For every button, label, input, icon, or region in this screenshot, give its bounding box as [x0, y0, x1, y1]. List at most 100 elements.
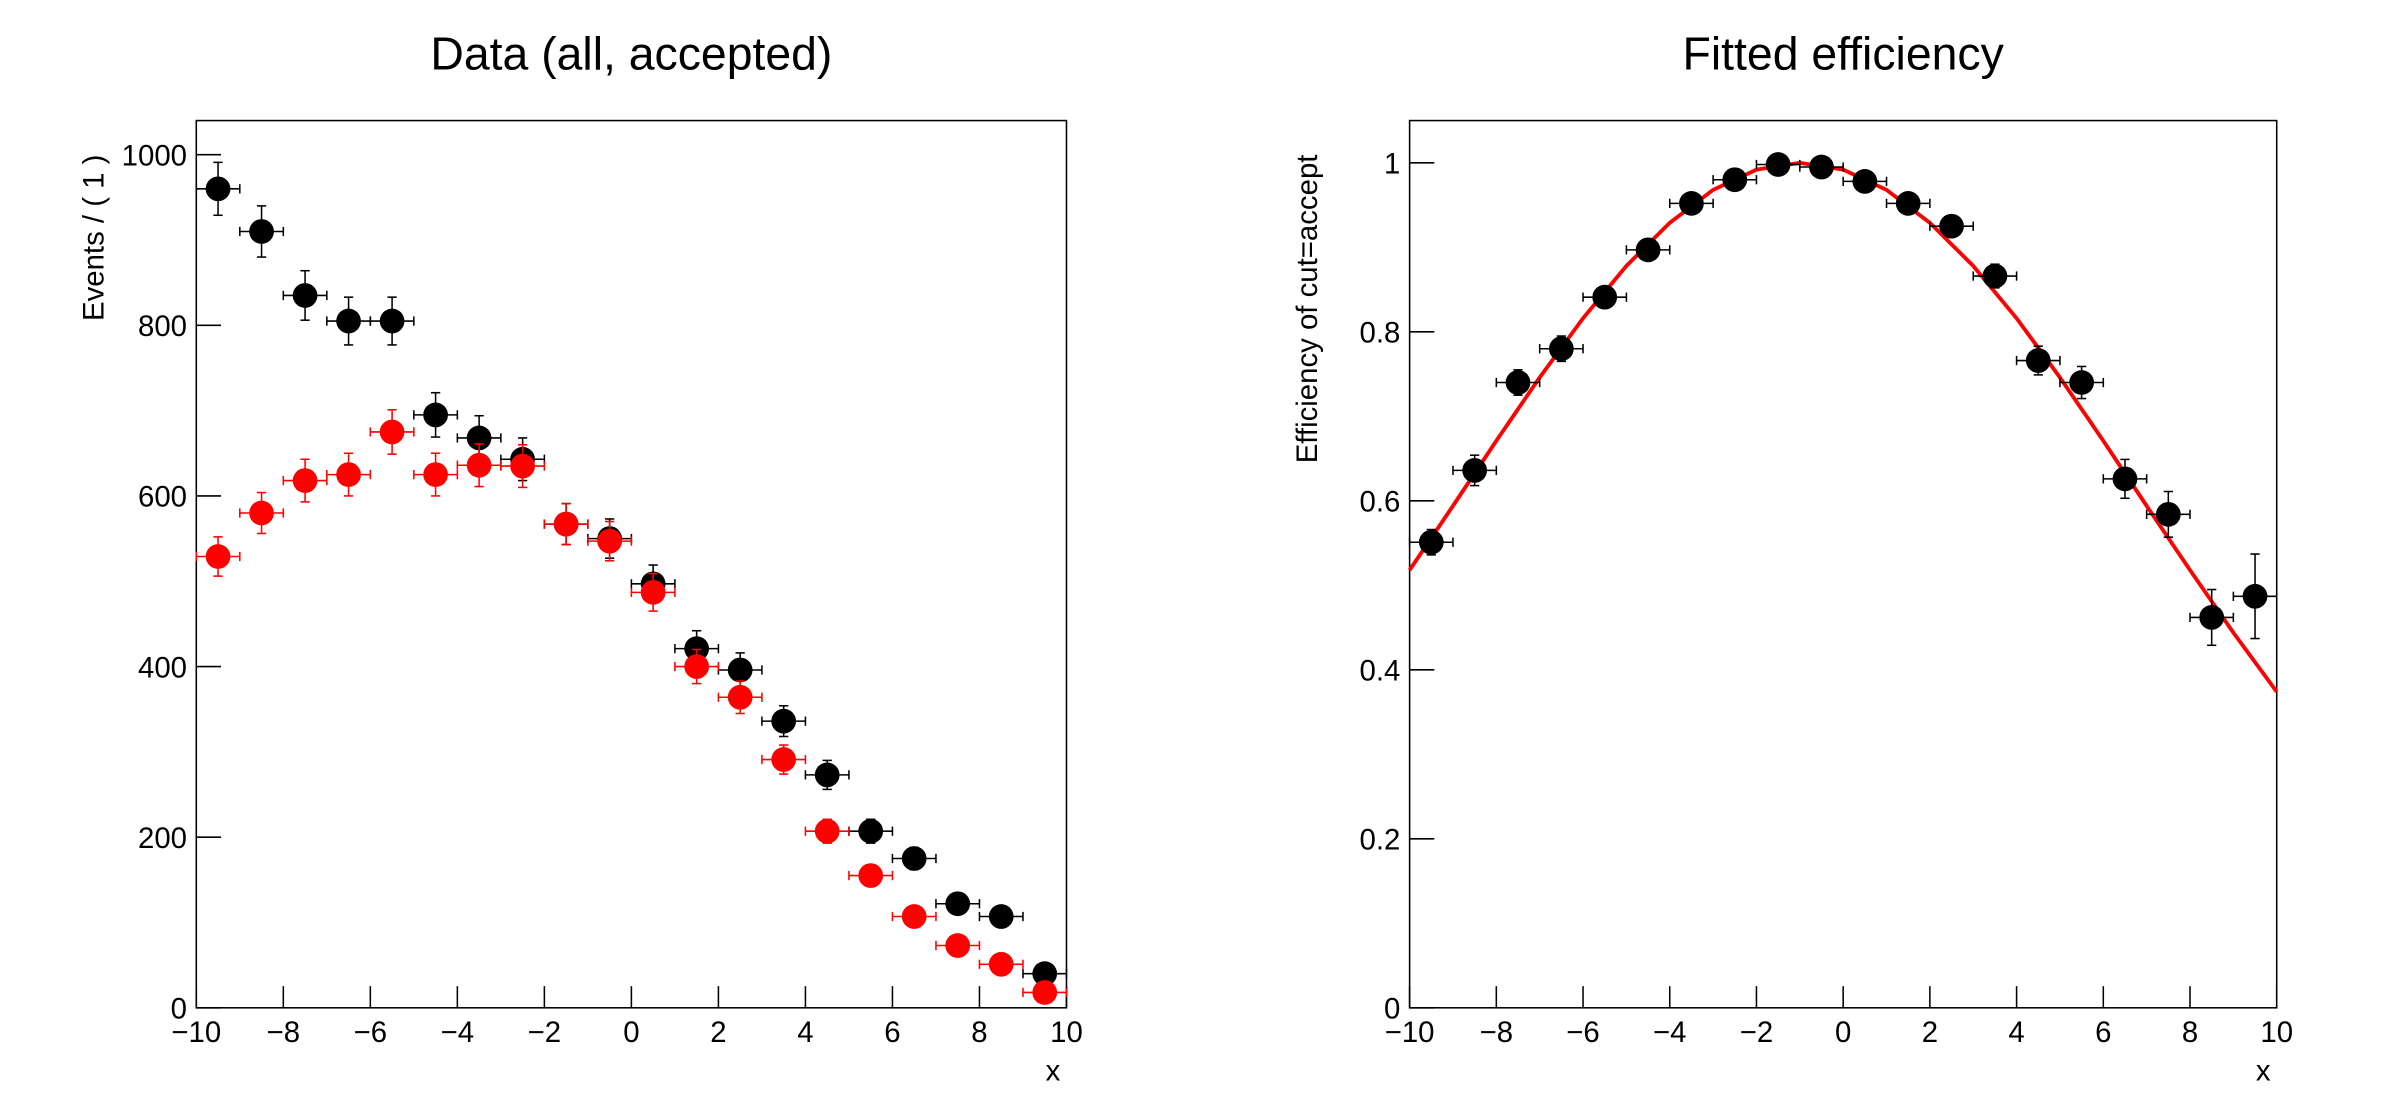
data-point: [771, 708, 797, 734]
data-point: [597, 528, 623, 554]
data-point: [466, 452, 492, 478]
x-tick-label: 0: [623, 1016, 639, 1049]
data-point: [2242, 583, 2268, 609]
y-tick-label: 600: [138, 481, 187, 514]
data-point: [249, 500, 274, 526]
data-point: [901, 846, 927, 871]
data-point: [1982, 263, 2008, 289]
data-point: [2069, 370, 2094, 395]
x-tick-label: 2: [710, 1016, 726, 1049]
data-point: [684, 654, 710, 679]
data-point: [1548, 336, 1574, 362]
data-point: [1032, 980, 1058, 1005]
data-point: [727, 657, 753, 683]
x-tick-label: −10: [1385, 1016, 1435, 1049]
y-tick-label: 0: [1384, 993, 1400, 1026]
data-point: [292, 468, 318, 493]
data-point: [771, 747, 797, 772]
x-tick-label: −8: [267, 1016, 300, 1049]
data-point: [379, 419, 405, 445]
x-tick-label: −10: [171, 1016, 221, 1049]
data-point: [1635, 237, 1661, 263]
data-point: [945, 933, 971, 958]
x-tick-label: −6: [1566, 1016, 1599, 1049]
data-point: [553, 511, 579, 537]
data-point: [1032, 961, 1058, 987]
data-point: [1895, 191, 1921, 216]
data-point: [814, 818, 840, 844]
plot-frame: [195, 119, 1068, 1009]
y-tick-label: 0.4: [1360, 655, 1401, 688]
plot-frame: [1408, 119, 2278, 1009]
data-point: [1852, 169, 1878, 194]
chart-title: Fitted efficiency: [1683, 28, 2005, 80]
data-point: [814, 762, 840, 788]
x-tick-label: −4: [441, 1016, 474, 1049]
data-point: [858, 863, 884, 888]
x-tick-label: −2: [528, 1016, 561, 1049]
data-point: [205, 544, 231, 569]
y-tick-label: 0.8: [1360, 317, 1401, 350]
chart-title: Data (all, accepted): [430, 28, 832, 80]
data-point: [205, 176, 231, 202]
y-tick-label: 800: [138, 310, 187, 343]
data-point: [2155, 501, 2181, 527]
data-point: [466, 425, 492, 451]
data-point: [423, 402, 448, 428]
data-point: [423, 462, 448, 487]
data-point: [858, 818, 884, 844]
data-point: [945, 891, 971, 917]
x-tick-label: 4: [2008, 1016, 2024, 1049]
x-tick-label: −6: [354, 1016, 387, 1049]
x-tick-label: −4: [1653, 1016, 1686, 1049]
x-axis-label: x: [2256, 1054, 2271, 1087]
x-tick-label: 4: [797, 1016, 813, 1049]
y-tick-label: 0: [171, 993, 187, 1026]
fit-curve: [1408, 160, 2279, 693]
y-axis-label: Efficiency of cut=accept: [1291, 155, 1324, 464]
data-point: [901, 904, 927, 929]
x-tick-label: 8: [971, 1016, 987, 1049]
data-point: [1939, 213, 1964, 239]
x-tick-label: 6: [2095, 1016, 2111, 1049]
x-tick-label: 10: [1050, 1016, 1083, 1049]
y-tick-label: 1: [1384, 148, 1400, 181]
y-tick-label: 1000: [122, 140, 187, 173]
data-point: [2025, 348, 2051, 373]
data-point: [1592, 284, 1618, 310]
x-tick-label: −8: [1480, 1016, 1513, 1049]
data-point: [1462, 458, 1488, 483]
x-tick-label: 0: [1835, 1016, 1851, 1049]
data-point: [2112, 466, 2138, 492]
data-point: [1809, 154, 1834, 180]
data-point: [727, 684, 753, 710]
data-point: [684, 636, 710, 662]
y-axis-label: Events / ( 1 ): [78, 155, 111, 321]
data-point: [1679, 191, 1704, 216]
x-tick-label: 2: [1922, 1016, 1938, 1049]
data-point: [1765, 152, 1791, 177]
data-point: [2199, 605, 2225, 630]
data-point: [1505, 370, 1531, 395]
data-point: [379, 308, 405, 334]
x-tick-label: −2: [1740, 1016, 1773, 1049]
x-tick-label: 8: [2182, 1016, 2198, 1049]
data-point: [640, 579, 666, 605]
y-tick-label: 400: [138, 651, 187, 684]
data-point: [292, 283, 318, 308]
data-point: [249, 219, 274, 244]
data-point: [988, 904, 1014, 929]
x-tick-label: 10: [2260, 1016, 2293, 1049]
data-point: [336, 308, 361, 334]
x-axis-label: x: [1046, 1054, 1061, 1087]
x-tick-label: 6: [884, 1016, 900, 1049]
data-point: [1722, 167, 1748, 193]
y-tick-label: 200: [138, 822, 187, 855]
data-point: [336, 462, 361, 487]
y-tick-label: 0.6: [1360, 486, 1401, 519]
data-point: [988, 951, 1014, 977]
y-tick-label: 0.2: [1360, 824, 1401, 857]
data-point: [1418, 529, 1444, 555]
